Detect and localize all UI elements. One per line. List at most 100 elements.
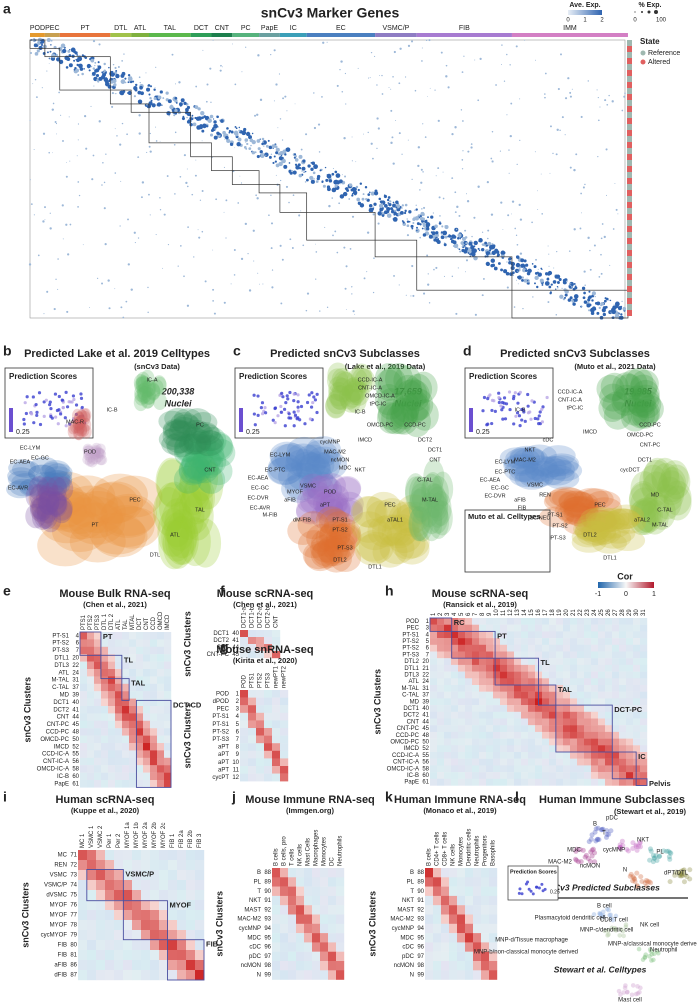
- heatmap-cell: [598, 645, 605, 652]
- row-label: POD: [216, 691, 230, 697]
- heatmap-cell: [280, 743, 288, 751]
- heatmap-cell: [577, 759, 584, 766]
- heatmap-cell: [296, 896, 304, 906]
- dot: [62, 204, 64, 206]
- dot: [158, 95, 162, 99]
- dot: [113, 64, 114, 65]
- heatmap-cell: [605, 672, 612, 679]
- heatmap-cell: [129, 765, 136, 773]
- dot: [162, 268, 163, 269]
- dot: [569, 250, 571, 252]
- heatmap-cell: [136, 632, 143, 640]
- heatmap-cell: [157, 736, 164, 744]
- inset-point: [529, 418, 532, 421]
- cluster-label: EC-GC: [251, 485, 269, 491]
- column-label: DCT: [137, 617, 143, 630]
- dot: [508, 261, 512, 265]
- heatmap-cell: [563, 618, 570, 625]
- heatmap-cell: [473, 924, 481, 934]
- heatmap-cell: [563, 652, 570, 659]
- heatmap-cell: [591, 772, 598, 779]
- heatmap-cell: [626, 618, 633, 625]
- dot: [213, 120, 216, 123]
- cluster: [630, 992, 635, 997]
- dot: [43, 133, 45, 135]
- heatmap-cell: [514, 772, 521, 779]
- dot: [520, 252, 522, 254]
- column-label: newPT2: [282, 665, 288, 688]
- heatmap-cell: [457, 952, 465, 962]
- dot: [161, 104, 162, 105]
- dot: [613, 304, 615, 306]
- heatmap-cell: [633, 725, 640, 732]
- dot: [538, 269, 539, 270]
- heatmap-cell: [605, 745, 612, 752]
- inset-point: [260, 406, 263, 409]
- dot: [457, 237, 460, 240]
- column-label: Per 1: [107, 833, 113, 848]
- heatmap-cell: [605, 779, 612, 786]
- heatmap-cell: [288, 933, 296, 943]
- heatmap-cell: [87, 647, 94, 655]
- heatmap-cell: [479, 745, 486, 752]
- heatmap-cell: [612, 719, 619, 726]
- cluster-label: ATL: [170, 532, 180, 538]
- heatmap-cell: [493, 739, 500, 746]
- heatmap-cell: [528, 698, 535, 705]
- state-strip: [627, 76, 632, 82]
- heatmap-cell: [598, 652, 605, 659]
- dot: [261, 150, 263, 152]
- heatmap-cell: [489, 868, 497, 878]
- dot: [138, 114, 140, 116]
- heatmap-cell: [430, 752, 437, 759]
- inset-point: [58, 395, 61, 398]
- heatmap-cell: [96, 930, 105, 940]
- dot: [239, 176, 240, 177]
- dot: [145, 72, 146, 73]
- dot: [346, 309, 347, 310]
- legend-dot: [641, 60, 646, 65]
- cluster-label: MAC-M2: [514, 457, 536, 463]
- dot: [302, 159, 305, 162]
- heatmap-cell: [186, 910, 195, 920]
- heatmap-cell: [577, 745, 584, 752]
- dot: [574, 228, 576, 230]
- dot: [519, 267, 521, 269]
- column-label: DCT1-a: [242, 606, 248, 628]
- heatmap-cell: [640, 625, 647, 632]
- heatmap-cell: [150, 647, 157, 655]
- heatmap-cell: [598, 779, 605, 786]
- cluster-label: PT-S3: [337, 545, 352, 551]
- heatmap-cell: [437, 645, 444, 652]
- dot: [98, 43, 100, 45]
- dot: [275, 161, 277, 163]
- dot: [93, 85, 94, 86]
- column-label: 16: [536, 609, 542, 616]
- dot: [411, 40, 413, 42]
- dot: [620, 306, 622, 308]
- heatmap-cell: [328, 942, 336, 952]
- dot: [327, 42, 328, 43]
- heatmap-cell: [256, 728, 264, 736]
- heatmap-cell: [521, 625, 528, 632]
- dot: [588, 291, 590, 293]
- column-label: 19: [557, 609, 563, 616]
- heatmap-cell: [507, 678, 514, 685]
- row-label: CNT-IC-A: [393, 760, 419, 766]
- dot: [379, 198, 382, 201]
- group-bar: [30, 33, 45, 37]
- heatmap-cell: [132, 880, 141, 890]
- inset-scale-label: 0.25: [246, 429, 260, 436]
- row-label: NKT: [249, 898, 261, 904]
- dot: [311, 162, 313, 164]
- heatmap-cell: [186, 920, 195, 930]
- dot: [580, 228, 582, 230]
- panel-title: Predicted snCv3 Subclasses: [270, 348, 420, 360]
- heatmap-cell: [500, 645, 507, 652]
- heatmap-cell: [87, 940, 96, 950]
- inset-title: Muto et al. Celltypes: [468, 512, 541, 521]
- dot: [220, 70, 222, 72]
- heatmap-cell: [248, 698, 256, 706]
- dot: [210, 133, 213, 136]
- dot: [51, 40, 53, 42]
